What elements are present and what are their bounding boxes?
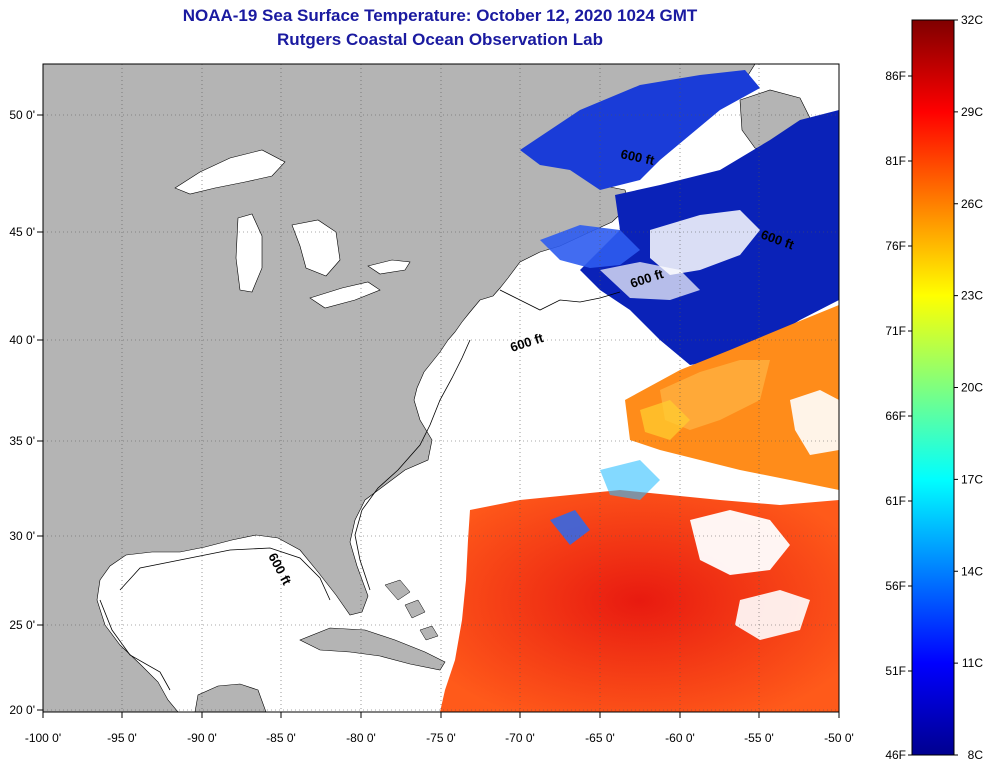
lon-tick-label: -90 0' <box>187 731 217 745</box>
lat-tick-label: 25 0' <box>9 618 35 632</box>
colorbar-fahrenheit-label: 51F <box>885 664 906 678</box>
sst-warm-region <box>440 305 839 712</box>
lon-tick-label: -65 0' <box>585 731 615 745</box>
lat-tick-label: 40 0' <box>9 333 35 347</box>
colorbar-celsius-label: 8C <box>968 748 984 762</box>
lon-tick-label: -50 0' <box>824 731 854 745</box>
lon-tick-label: -55 0' <box>744 731 774 745</box>
colorbar-fahrenheit-label: 66F <box>885 409 906 423</box>
lon-tick-label: -85 0' <box>266 731 296 745</box>
colorbar-fahrenheit-label: 76F <box>885 239 906 253</box>
title-line-1: NOAA-19 Sea Surface Temperature: October… <box>182 6 698 25</box>
lon-tick-label: -80 0' <box>346 731 376 745</box>
sst-cold-region <box>520 70 839 365</box>
bahamas-islands <box>384 579 439 641</box>
colorbar: 32C 29C 26C 23C 20C 17C 14C 11C 8C 86F 81F 76F 71F 66… <box>885 13 983 762</box>
colorbar-celsius-label: 17C <box>961 472 983 486</box>
graticule <box>43 64 839 712</box>
colorbar-gradient <box>911 19 955 756</box>
colorbar-celsius-label: 20C <box>961 381 983 395</box>
contour-label: 600 ft <box>619 146 656 168</box>
colorbar-fahrenheit-label: 56F <box>885 579 906 593</box>
title-line-2: Rutgers Coastal Ocean Observation Lab <box>277 30 603 49</box>
colorbar-fahrenheit-label: 81F <box>885 154 906 168</box>
lat-tick-label: 35 0' <box>9 434 35 448</box>
great-lakes <box>174 149 411 309</box>
depth-contour-600ft <box>99 289 621 691</box>
lon-tick-label: -70 0' <box>505 731 535 745</box>
colorbar-celsius-label: 23C <box>961 289 983 303</box>
lat-tick-label: 50 0' <box>9 108 35 122</box>
longitude-axis: -100 0' -95 0' -90 0' -85 0' -80 0' -75 0' -70… <box>25 712 854 745</box>
colorbar-fahrenheit-label: 71F <box>885 324 906 338</box>
lat-tick-label: 20 0' <box>9 703 35 717</box>
lon-tick-label: -75 0' <box>426 731 456 745</box>
colorbar-fahrenheit-label: 46F <box>885 748 906 762</box>
lon-tick-label: -100 0' <box>25 731 61 745</box>
colorbar-celsius-label: 11C <box>962 656 983 670</box>
latitude-axis: 50 0' 45 0' 40 0' 35 0' 30 0' 25 0' 20 0' <box>9 108 43 717</box>
land-yucatan <box>194 683 267 712</box>
colorbar-celsius-label: 26C <box>961 197 983 211</box>
colorbar-fahrenheit-label: 61F <box>885 494 906 508</box>
colorbar-celsius-label: 29C <box>961 105 983 119</box>
lon-tick-label: -60 0' <box>665 731 695 745</box>
land-cuba <box>299 627 446 671</box>
colorbar-celsius-label: 14C <box>961 564 983 578</box>
lat-tick-label: 45 0' <box>9 225 35 239</box>
colorbar-fahrenheit-label: 86F <box>885 69 906 83</box>
colorbar-celsius-label: 32C <box>961 13 983 27</box>
lat-tick-label: 30 0' <box>9 529 35 543</box>
lon-tick-label: -95 0' <box>107 731 137 745</box>
